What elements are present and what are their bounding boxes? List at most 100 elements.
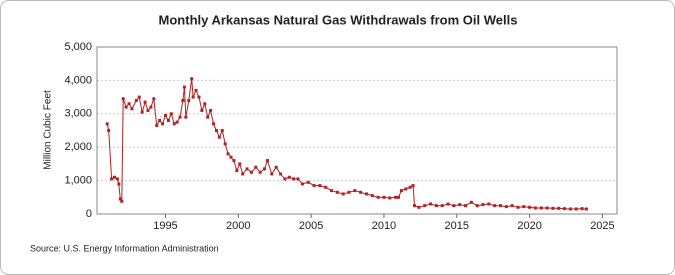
point <box>152 97 156 101</box>
point <box>568 207 572 211</box>
point <box>481 203 485 207</box>
point <box>341 192 345 196</box>
point <box>413 204 417 208</box>
point <box>353 189 357 193</box>
x-tick-label: 2000 <box>226 220 250 232</box>
point <box>394 195 398 199</box>
point <box>283 177 287 181</box>
point <box>169 112 173 116</box>
point <box>187 98 191 102</box>
point <box>245 167 249 171</box>
plot-area <box>96 46 618 215</box>
point <box>155 123 159 127</box>
point <box>146 108 150 112</box>
point <box>112 175 116 179</box>
point <box>214 129 218 132</box>
point <box>533 206 537 210</box>
point <box>178 115 182 119</box>
point <box>382 195 386 199</box>
point <box>137 95 141 99</box>
point <box>220 129 224 132</box>
point <box>545 206 549 210</box>
point <box>134 98 138 102</box>
source: Source: U.S. Energy Information Administ… <box>30 243 219 253</box>
point <box>359 190 363 194</box>
point <box>440 204 444 208</box>
x-tick-label: 1995 <box>153 220 177 232</box>
point <box>120 199 124 203</box>
y-axis-label: Million Cubic Feet <box>43 90 54 170</box>
point <box>254 165 258 169</box>
point <box>464 204 468 208</box>
point <box>161 122 165 126</box>
point <box>203 102 207 106</box>
point <box>551 206 555 210</box>
point <box>181 98 185 102</box>
point <box>487 202 491 206</box>
point <box>118 197 122 201</box>
point <box>229 155 233 159</box>
x-tick-label: 2010 <box>372 220 396 232</box>
point <box>226 152 230 156</box>
point <box>212 122 216 126</box>
point <box>249 170 253 174</box>
point <box>107 129 111 132</box>
point <box>584 207 588 211</box>
y-tick-label: 2,000 <box>64 141 92 153</box>
point <box>292 177 296 181</box>
point <box>110 177 114 181</box>
point <box>258 170 262 174</box>
point <box>364 192 368 196</box>
point <box>324 185 328 189</box>
point <box>115 177 119 181</box>
point <box>163 113 167 117</box>
point <box>238 162 242 166</box>
x-tick-label: 2025 <box>590 220 614 232</box>
point <box>197 95 201 99</box>
point <box>287 175 291 179</box>
point <box>296 177 300 181</box>
point <box>522 205 526 209</box>
point <box>241 172 245 176</box>
point <box>528 205 532 209</box>
point <box>330 189 334 193</box>
point <box>270 172 274 176</box>
chart-title: Monthly Arkansas Natural Gas Withdrawals… <box>159 12 518 27</box>
point <box>158 118 162 122</box>
y-tick-label: 1,000 <box>64 175 92 187</box>
point <box>429 202 433 206</box>
point <box>200 108 204 112</box>
point <box>580 207 584 211</box>
point <box>274 165 278 169</box>
point <box>263 167 267 171</box>
point <box>191 95 195 99</box>
point <box>498 204 502 208</box>
point <box>469 200 473 204</box>
point <box>318 184 322 188</box>
point <box>117 182 121 186</box>
point <box>182 85 186 89</box>
point <box>121 97 125 101</box>
point <box>504 205 508 209</box>
point <box>539 206 543 210</box>
point <box>194 88 198 92</box>
point <box>397 195 401 199</box>
y-tick-label: 5,000 <box>64 41 92 53</box>
point <box>232 159 236 163</box>
y-tick-label: 4,000 <box>64 74 92 86</box>
point <box>306 180 310 184</box>
point <box>399 189 403 193</box>
point <box>127 102 131 106</box>
point <box>347 190 351 194</box>
point <box>143 100 147 104</box>
point <box>404 187 408 191</box>
point <box>140 110 144 114</box>
point <box>370 194 374 198</box>
point <box>149 105 153 109</box>
point <box>206 115 210 119</box>
point <box>184 115 188 119</box>
point <box>312 184 316 188</box>
point <box>411 184 415 188</box>
x-tick-label: 2005 <box>299 220 323 232</box>
point <box>172 122 176 126</box>
